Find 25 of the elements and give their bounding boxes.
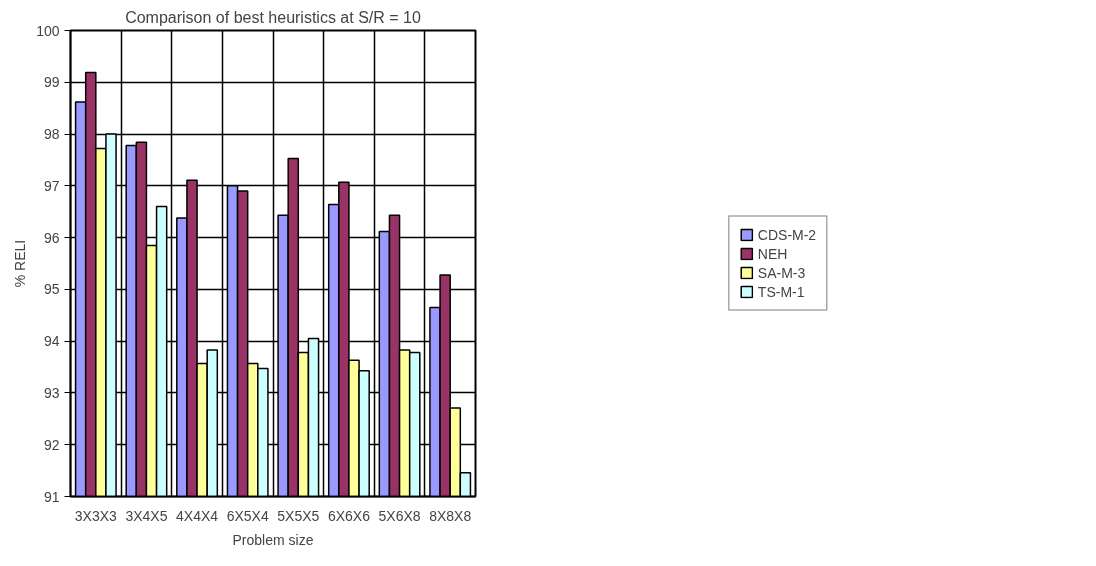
y-tick-label: 99 (43, 74, 60, 91)
legend-label: NEH (757, 245, 788, 262)
y-tick-label: 92 (43, 436, 60, 453)
y-tick-label: 96 (43, 229, 60, 246)
x-tick-label: 4X4X4 (176, 507, 219, 524)
y-tick-label: 98 (43, 126, 60, 143)
x-tick-label: 3X4X5 (125, 507, 168, 524)
legend-label: CDS-M-2 (757, 226, 817, 243)
y-tick-label: 97 (43, 177, 60, 194)
x-tick-label: 6X5X4 (226, 507, 269, 524)
legend-label: SA-M-3 (757, 264, 806, 281)
x-tick-label: 5X6X8 (378, 507, 421, 524)
x-tick-label: 8X8X8 (429, 507, 472, 524)
x-tick-label: 5X5X5 (277, 507, 320, 524)
chart-title: Comparison of best heuristics at S/R = 10 (125, 8, 421, 26)
x-axis-title: Problem size (232, 531, 314, 548)
legend-label: TS-M-1 (757, 283, 805, 300)
y-tick-label: 91 (43, 488, 60, 505)
x-tick-label: 3X3X3 (74, 507, 118, 524)
y-axis-title: % RELI (12, 239, 29, 288)
y-tick-label: 95 (43, 281, 60, 298)
y-tick-label: 94 (43, 333, 60, 350)
y-tick-label: 93 (43, 384, 60, 401)
x-tick-label: 6X6X6 (327, 507, 371, 524)
y-tick-label: 100 (36, 22, 60, 39)
